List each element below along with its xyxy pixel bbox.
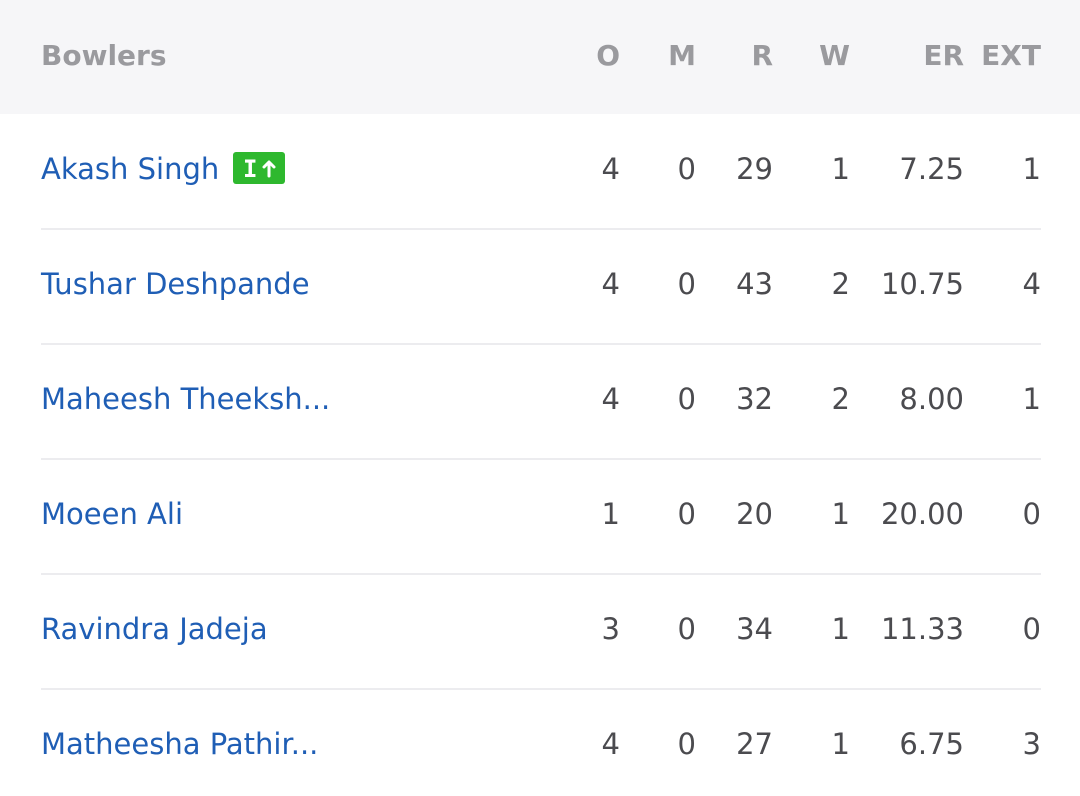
table-row: Ravindra Jadeja 3 0 34 1 11.33 0: [41, 574, 1041, 690]
overs-value: 4: [601, 382, 620, 416]
header-maidens: M: [668, 39, 696, 72]
extras-value: 1: [1022, 152, 1041, 186]
header-economy: ER: [923, 39, 964, 72]
maidens-value: 0: [677, 267, 696, 301]
extras-value: 1: [1022, 382, 1041, 416]
runs-value: 43: [736, 267, 773, 301]
maidens-value: 0: [677, 612, 696, 646]
overs-value: 4: [601, 152, 620, 186]
bowler-name-link[interactable]: Ravindra Jadeja: [41, 612, 268, 646]
wickets-value: 2: [831, 267, 850, 301]
extras-value: 4: [1022, 267, 1041, 301]
maidens-value: 0: [677, 727, 696, 761]
table-header: Bowlers O M R W ER EXT: [0, 0, 1080, 114]
economy-value: 8.00: [899, 382, 964, 416]
bowler-name-link[interactable]: Maheesh Theeksh...: [41, 382, 331, 416]
table-row: Maheesh Theeksh... 4 0 32 2 8.00 1: [41, 344, 1041, 460]
table-row: Tushar Deshpande 4 0 43 2 10.75 4: [41, 229, 1041, 345]
runs-value: 20: [736, 497, 773, 531]
bowler-name-link[interactable]: Moeen Ali: [41, 497, 183, 531]
wickets-value: 1: [831, 497, 850, 531]
header-runs: R: [751, 39, 773, 72]
impact-player-in-icon: I: [243, 155, 276, 183]
header-wickets: W: [819, 39, 850, 72]
economy-value: 6.75: [899, 727, 964, 761]
header-extras: EXT: [981, 39, 1041, 72]
bowler-name-link[interactable]: Akash Singh I: [41, 114, 286, 228]
svg-text:I: I: [243, 155, 257, 183]
wickets-value: 1: [831, 727, 850, 761]
table-row: Moeen Ali 1 0 20 1 20.00 0: [41, 459, 1041, 575]
table-row: Matheesha Pathir... 4 0 27 1 6.75 3: [41, 689, 1041, 796]
overs-value: 4: [601, 267, 620, 301]
economy-value: 10.75: [880, 267, 964, 301]
extras-value: 0: [1022, 497, 1041, 531]
header-overs: O: [596, 39, 620, 72]
overs-value: 4: [601, 727, 620, 761]
wickets-value: 1: [831, 152, 850, 186]
wickets-value: 1: [831, 612, 850, 646]
impact-player-badge: I: [233, 152, 286, 184]
maidens-value: 0: [677, 497, 696, 531]
overs-value: 3: [601, 612, 620, 646]
table-row: Akash Singh I 4 0 29 1 7.25 1: [41, 114, 1041, 230]
runs-value: 32: [736, 382, 773, 416]
runs-value: 27: [736, 727, 773, 761]
maidens-value: 0: [677, 382, 696, 416]
overs-value: 1: [601, 497, 620, 531]
header-bowlers: Bowlers: [41, 39, 167, 72]
runs-value: 29: [736, 152, 773, 186]
economy-value: 7.25: [899, 152, 964, 186]
extras-value: 0: [1022, 612, 1041, 646]
bowler-name: Akash Singh: [41, 152, 220, 186]
economy-value: 11.33: [880, 612, 964, 646]
economy-value: 20.00: [880, 497, 964, 531]
bowler-name-link[interactable]: Matheesha Pathir...: [41, 727, 319, 761]
runs-value: 34: [736, 612, 773, 646]
maidens-value: 0: [677, 152, 696, 186]
extras-value: 3: [1022, 727, 1041, 761]
wickets-value: 2: [831, 382, 850, 416]
bowler-name-link[interactable]: Tushar Deshpande: [41, 267, 310, 301]
